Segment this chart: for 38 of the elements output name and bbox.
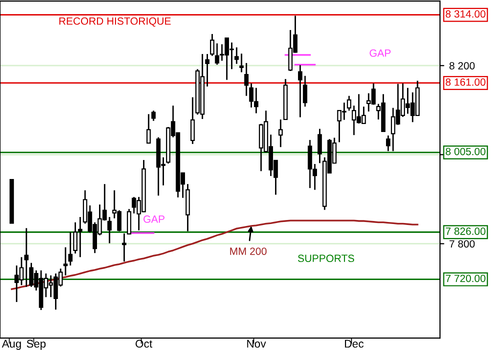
candlestick	[190, 96, 195, 145]
candlestick	[146, 113, 151, 144]
ref-line-label: 8 161.00	[446, 78, 486, 86]
candlestick	[318, 128, 322, 164]
annotation: RECORD HISTORIQUE	[59, 17, 171, 27]
x-tick-label: Aug	[2, 340, 21, 350]
candlestick	[126, 208, 132, 236]
candlestick	[302, 75, 308, 108]
x-tick-label: Sep	[26, 340, 46, 350]
candlestick	[122, 232, 126, 262]
annotation: GAP	[144, 215, 164, 223]
candlestick	[214, 42, 220, 66]
candlestick	[239, 52, 244, 73]
annotation: GAP	[370, 49, 391, 57]
ref-line-label: 8 314.00	[446, 10, 486, 18]
y-tick-label: 8 200	[449, 62, 475, 70]
ref-line-label: 7 826.00	[446, 228, 486, 235]
candlestick	[63, 246, 68, 276]
candlestick	[278, 118, 283, 148]
candlestick	[210, 33, 214, 57]
candlestick	[386, 134, 390, 152]
ref-line-label: 8 005.00	[446, 148, 486, 156]
candlestick	[24, 227, 29, 288]
ref-line-label: 7 720.00	[446, 274, 486, 282]
candlestick	[107, 216, 112, 244]
annotation: SUPPORTS	[298, 254, 354, 262]
candlestick	[244, 62, 249, 97]
x-tick-label: Nov	[247, 340, 266, 348]
candlestick	[298, 64, 302, 118]
candlestick	[68, 231, 73, 266]
y-tick-label: 7 800	[450, 240, 475, 248]
x-tick-label: Dec	[344, 340, 364, 348]
x-tick-label: Oct	[136, 340, 152, 348]
candlestick	[205, 53, 210, 88]
series-label: MM 200	[230, 248, 267, 255]
candlestick	[151, 110, 156, 122]
candlestick	[346, 95, 352, 112]
candlestick	[234, 46, 239, 65]
